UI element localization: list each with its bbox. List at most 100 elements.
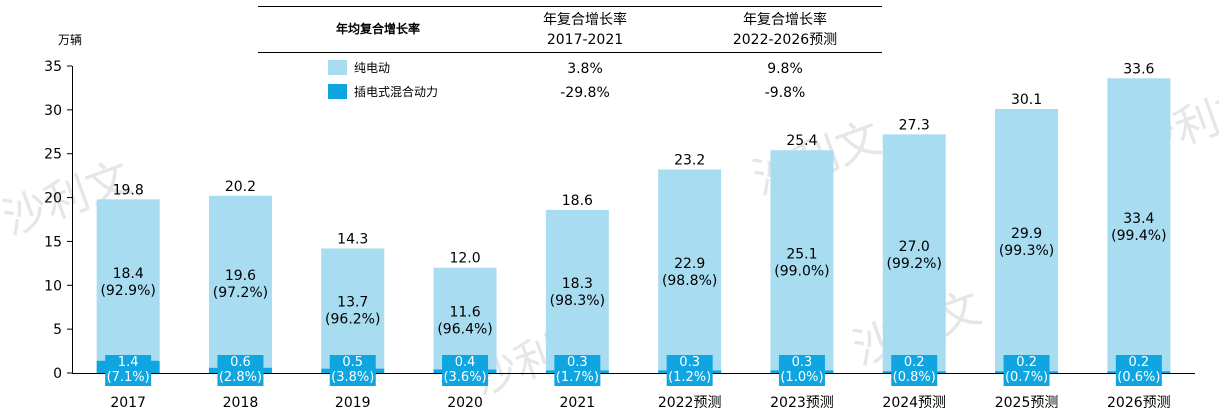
bar-bev: [96, 199, 160, 361]
phev-share-label: (0.7%): [1005, 370, 1048, 385]
phev-value-label: 0.2: [1016, 355, 1037, 370]
table-header-label: 年均复合增长率: [336, 21, 420, 36]
x-tick-label: 2022预测: [658, 395, 722, 411]
phev-label-box: [1003, 355, 1050, 386]
phev-share-label: (1.2%): [668, 370, 711, 385]
bev-share-label: (98.8%): [662, 273, 717, 289]
bev-share-label: (99.4%): [1111, 228, 1166, 244]
phev-label-box: [778, 355, 825, 386]
legend-swatch-bev: [328, 60, 347, 75]
bev-value-label: 13.7: [337, 295, 368, 311]
bev-value-label: 18.3: [562, 276, 593, 292]
bev-value-label: 29.9: [1011, 226, 1042, 242]
y-tick-label: 25: [44, 147, 62, 163]
phev-value-label: 1.4: [118, 355, 139, 370]
bev-value-label: 27.0: [899, 239, 930, 255]
table-header-line: 2017-2021: [547, 32, 623, 48]
bar-bev: [321, 248, 385, 369]
table-header-line: 年复合增长率: [543, 11, 627, 28]
phev-share-label: (2.8%): [219, 370, 262, 385]
bev-value-label: 22.9: [674, 256, 705, 272]
total-label: 25.4: [786, 133, 817, 149]
bev-value-label: 25.1: [786, 246, 817, 262]
phev-label-box: [217, 355, 264, 386]
phev-share-label: (3.8%): [331, 370, 374, 385]
cagr-phev-2017-2021: -29.8%: [560, 85, 610, 101]
y-tick-label: 35: [44, 59, 62, 75]
phev-share-label: (3.6%): [443, 370, 486, 385]
total-label: 27.3: [899, 117, 930, 133]
phev-label-box: [891, 355, 938, 386]
total-label: 20.2: [225, 179, 256, 195]
phev-value-label: 0.3: [792, 355, 813, 370]
bev-value-label: 33.4: [1123, 211, 1154, 227]
bev-share-label: (99.3%): [999, 243, 1054, 259]
x-tick-label: 2018: [223, 395, 259, 411]
table-header-line: 年复合增长率: [743, 11, 827, 28]
phev-label-box: [105, 355, 152, 386]
data-labels: 1.4(7.1%) 18.4(92.9%) 19.8 0.6(2.8%) 19.6(97…: [100, 61, 1167, 386]
phev-value-label: 0.2: [1129, 355, 1150, 370]
phev-label-box: [666, 355, 713, 386]
x-tick-label: 2021: [560, 395, 596, 411]
total-label: 30.1: [1011, 92, 1042, 108]
bev-share-label: (98.3%): [550, 293, 605, 309]
phev-value-label: 0.3: [679, 355, 700, 370]
y-tick-label: 0: [53, 366, 62, 382]
phev-label-box: [442, 355, 489, 386]
table-header-col2: 年复合增长率 2022-2026预测: [733, 11, 837, 48]
legend-swatch-phev: [328, 84, 347, 99]
bar-bev: [208, 195, 272, 368]
x-tick-label: 2019: [335, 395, 371, 411]
total-label: 33.6: [1123, 61, 1154, 77]
total-label: 12.0: [449, 251, 480, 267]
phev-label-box: [554, 355, 601, 386]
table-header-col1: 年复合增长率 2017-2021: [543, 11, 627, 48]
phev-share-label: (1.7%): [556, 370, 599, 385]
phev-label-box: [1115, 355, 1162, 386]
phev-share-label: (7.1%): [107, 370, 150, 385]
y-tick-label: 5: [53, 322, 62, 338]
cagr-phev-2022-2026: -9.8%: [765, 85, 806, 101]
cagr-table: 年均复合增长率 年复合增长率 2017-2021 年复合增长率 2022-2026预…: [258, 6, 882, 101]
x-tick-label: 2017: [110, 395, 146, 411]
x-tick-label: 2026预测: [1107, 395, 1171, 411]
bev-value-label: 18.4: [113, 266, 144, 282]
y-axis-unit-label: 万辆: [58, 33, 82, 47]
bar-bev: [995, 108, 1059, 372]
bar-bev: [770, 150, 834, 371]
bev-share-label: (96.4%): [437, 322, 492, 338]
y-tick-label: 20: [44, 191, 62, 207]
phev-share-label: (0.8%): [893, 370, 936, 385]
phev-value-label: 0.5: [342, 355, 363, 370]
total-label: 23.2: [674, 153, 705, 169]
x-tick-label: 2020: [447, 395, 483, 411]
bar-bev: [882, 134, 946, 372]
phev-share-label: (0.6%): [1117, 370, 1160, 385]
x-tick-label: 2024预测: [882, 395, 946, 411]
y-tick-label: 30: [44, 103, 62, 119]
phev-value-label: 0.2: [904, 355, 925, 370]
legend-label-phev: 插电式混合动力: [354, 84, 438, 99]
cagr-bev-2017-2021: 3.8%: [567, 61, 603, 77]
y-tick-label: 15: [44, 234, 62, 250]
bar-bev: [1107, 78, 1171, 372]
bev-share-label: (96.2%): [325, 312, 380, 328]
bev-share-label: (92.9%): [100, 283, 155, 299]
bev-share-label: (99.0%): [774, 263, 829, 279]
bev-share-label: (99.2%): [887, 256, 942, 272]
bev-value-label: 11.6: [449, 305, 480, 321]
x-tick-label: 2025预测: [995, 395, 1059, 411]
y-axis-ticks: 0 5 10 15 20 25 30 35: [44, 59, 72, 382]
x-axis-labels: 2017 2018 2019 2020 2021 2022预测 2023预测 2024预测 20…: [110, 395, 1170, 411]
total-label: 19.8: [113, 182, 144, 198]
phev-value-label: 0.4: [455, 355, 476, 370]
phev-label-box: [329, 355, 376, 386]
bar-bev: [433, 267, 497, 370]
x-tick-label: 2023预测: [770, 395, 834, 411]
total-label: 18.6: [562, 193, 593, 209]
bev-value-label: 19.6: [225, 268, 256, 284]
bars: [96, 78, 1171, 373]
total-label: 14.3: [337, 231, 368, 247]
